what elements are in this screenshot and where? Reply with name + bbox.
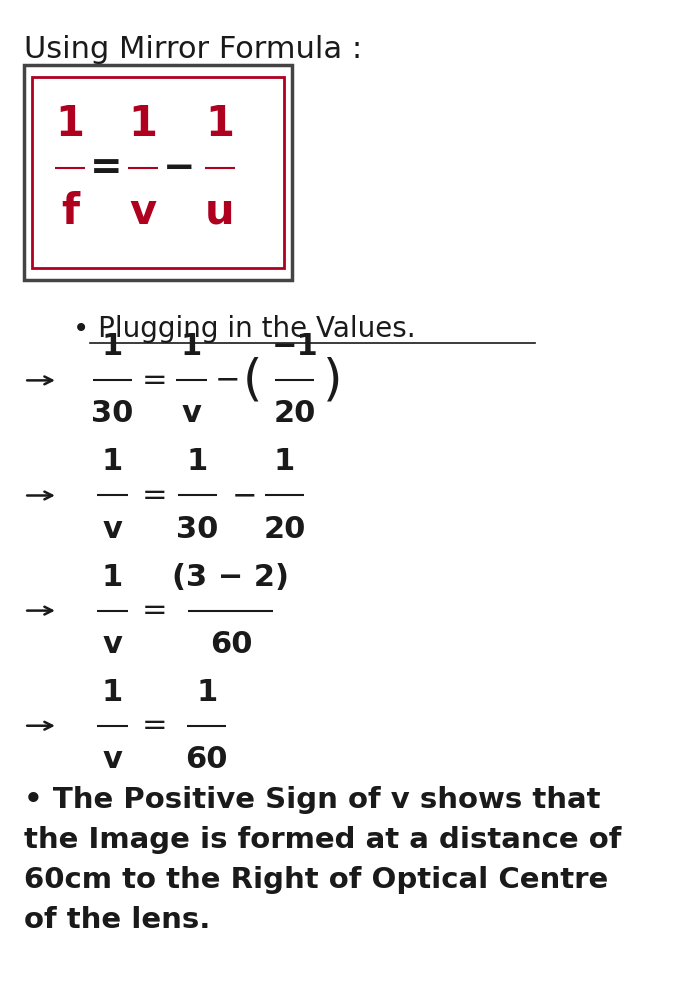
Text: 1: 1 <box>274 447 295 476</box>
Text: v: v <box>102 745 122 774</box>
Text: −: − <box>215 366 240 394</box>
Text: v: v <box>102 515 122 544</box>
Text: 1: 1 <box>102 332 123 361</box>
Text: v: v <box>129 190 156 232</box>
Text: (3 − 2): (3 − 2) <box>173 563 290 592</box>
Text: −: − <box>232 481 258 510</box>
Text: −1: −1 <box>272 332 318 361</box>
Text: 1: 1 <box>187 447 208 476</box>
Text: =: = <box>142 597 168 625</box>
Text: =: = <box>142 366 168 394</box>
Text: 30: 30 <box>91 399 133 428</box>
Text: 1: 1 <box>205 103 234 144</box>
Text: =: = <box>90 149 123 186</box>
Text: 60: 60 <box>209 630 252 659</box>
Text: 1: 1 <box>102 447 123 476</box>
FancyBboxPatch shape <box>24 65 292 280</box>
Text: • The Positive Sign of v shows that
the Image is formed at a distance of
60cm to: • The Positive Sign of v shows that the … <box>24 786 622 934</box>
Text: f: f <box>61 190 79 232</box>
Text: (: ( <box>243 356 262 404</box>
Text: =: = <box>142 712 168 740</box>
Text: v: v <box>102 630 122 659</box>
Text: 1: 1 <box>129 103 158 144</box>
Text: 60: 60 <box>185 745 228 774</box>
Text: u: u <box>205 190 235 232</box>
Text: 1: 1 <box>181 332 202 361</box>
Text: 30: 30 <box>176 515 218 544</box>
Text: 1: 1 <box>55 103 84 144</box>
Text: 1: 1 <box>102 563 123 592</box>
Text: −: − <box>163 149 196 186</box>
FancyBboxPatch shape <box>32 77 285 268</box>
Text: 20: 20 <box>274 399 316 428</box>
Text: 1: 1 <box>196 678 217 707</box>
Text: Using Mirror Formula :: Using Mirror Formula : <box>24 35 363 64</box>
Text: 20: 20 <box>263 515 305 544</box>
Text: ): ) <box>323 356 343 404</box>
Text: v: v <box>182 399 201 428</box>
Text: • Plugging in the Values.: • Plugging in the Values. <box>73 315 415 343</box>
Text: 1: 1 <box>102 678 123 707</box>
Text: =: = <box>142 481 168 510</box>
